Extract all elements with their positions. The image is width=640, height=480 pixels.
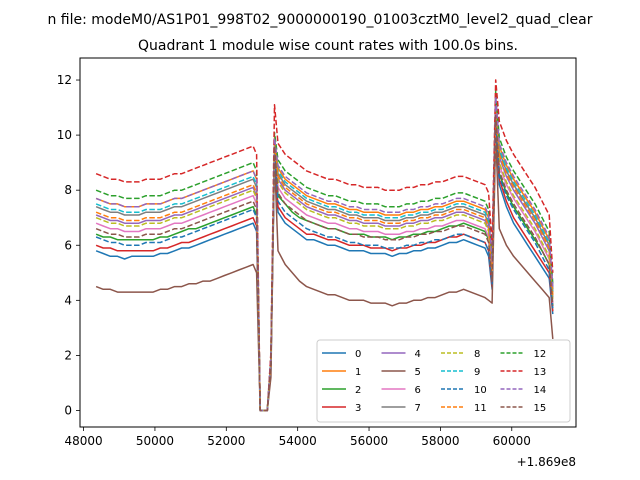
x-tick-label: 50000 <box>136 434 174 448</box>
x-tick-label: 52000 <box>207 434 245 448</box>
legend-label-11: 11 <box>474 403 487 414</box>
legend-label-4: 4 <box>415 349 421 360</box>
series-line-6 <box>95 112 554 412</box>
legend-label-8: 8 <box>474 349 480 360</box>
series-line-11 <box>95 106 554 412</box>
series-line-1 <box>95 95 554 412</box>
series-line-9 <box>95 101 554 412</box>
legend-label-6: 6 <box>415 385 421 396</box>
legend-label-9: 9 <box>474 367 480 378</box>
x-tick-label: 60000 <box>493 434 531 448</box>
plot-frame <box>79 57 577 428</box>
y-tick-label: 8 <box>64 183 72 197</box>
chart-title: Quadrant 1 module wise count rates with … <box>138 38 518 54</box>
legend-label-5: 5 <box>415 367 421 378</box>
y-tick-label: 2 <box>64 348 72 362</box>
series-line-2 <box>95 117 554 412</box>
series-line-5 <box>95 134 554 412</box>
legend-label-14: 14 <box>534 385 547 396</box>
series-line-4 <box>95 106 554 412</box>
legend-label-0: 0 <box>355 349 361 360</box>
legend-label-15: 15 <box>534 403 547 414</box>
y-tick-label: 0 <box>64 403 72 417</box>
series-line-12 <box>95 90 554 412</box>
series-line-10 <box>95 117 554 412</box>
axes: 48000 50000 52000 54000 56000 58000 60000 0 2 4 6 8… <box>57 73 531 448</box>
legend-box <box>316 339 571 423</box>
x-tick-label: 56000 <box>350 434 388 448</box>
series-line-14 <box>95 95 554 412</box>
x-tick-label: 48000 <box>64 434 102 448</box>
x-tick-label: 58000 <box>421 434 459 448</box>
series-layer <box>95 79 554 412</box>
series-line-13 <box>95 79 554 412</box>
legend-label-7: 7 <box>415 403 421 414</box>
series-line-0 <box>95 123 554 412</box>
legend-label-13: 13 <box>534 367 547 378</box>
x-tick-label: 54000 <box>279 434 317 448</box>
legend-label-10: 10 <box>474 385 487 396</box>
series-line-8 <box>95 109 554 412</box>
legend-label-1: 1 <box>355 367 361 378</box>
y-tick-label: 4 <box>64 293 72 307</box>
legend-label-12: 12 <box>534 349 547 360</box>
y-tick-label: 6 <box>64 238 72 252</box>
y-tick-label: 12 <box>57 73 72 87</box>
figure-suptitle: n file: modeM0/AS1P01_998T02_9000000190_… <box>47 12 592 28</box>
x-offset-label: +1.869e8 <box>517 455 576 469</box>
y-tick-label: 10 <box>57 128 72 142</box>
series-line-7 <box>95 104 554 412</box>
legend-label-2: 2 <box>355 385 361 396</box>
legend-label-3: 3 <box>355 403 361 414</box>
